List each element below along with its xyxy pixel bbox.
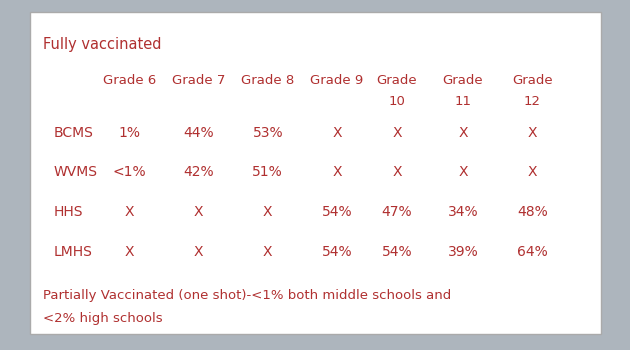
Text: Grade 8: Grade 8 [241, 74, 294, 87]
Text: X: X [332, 164, 342, 178]
Text: <2% high schools: <2% high schools [43, 312, 163, 325]
Text: 12: 12 [524, 95, 541, 108]
Text: 51%: 51% [253, 164, 283, 178]
Text: 64%: 64% [517, 245, 547, 259]
Text: 44%: 44% [183, 126, 214, 140]
Text: 10: 10 [389, 95, 405, 108]
Text: HHS: HHS [54, 205, 83, 219]
Text: <1%: <1% [112, 164, 146, 178]
Text: X: X [263, 245, 273, 259]
Text: X: X [193, 205, 203, 219]
Text: Grade: Grade [443, 74, 483, 87]
Text: 42%: 42% [183, 164, 214, 178]
Text: X: X [527, 126, 537, 140]
Text: 39%: 39% [448, 245, 478, 259]
Text: X: X [392, 164, 402, 178]
Text: 11: 11 [455, 95, 471, 108]
Text: X: X [332, 126, 342, 140]
Text: 53%: 53% [253, 126, 283, 140]
Text: X: X [458, 164, 468, 178]
Text: BCMS: BCMS [54, 126, 93, 140]
Text: Grade 6: Grade 6 [103, 74, 156, 87]
Text: Grade 7: Grade 7 [172, 74, 225, 87]
Text: X: X [392, 126, 402, 140]
Text: X: X [124, 205, 134, 219]
Text: 54%: 54% [322, 245, 352, 259]
Text: 34%: 34% [448, 205, 478, 219]
Text: X: X [527, 164, 537, 178]
Text: 54%: 54% [322, 205, 352, 219]
Text: Grade 9: Grade 9 [311, 74, 364, 87]
Text: 47%: 47% [382, 205, 412, 219]
Text: 1%: 1% [118, 126, 140, 140]
Text: X: X [124, 245, 134, 259]
Text: Grade: Grade [512, 74, 553, 87]
Text: WVMS: WVMS [54, 164, 98, 178]
Text: Partially Vaccinated (one shot)-<1% both middle schools and: Partially Vaccinated (one shot)-<1% both… [43, 289, 451, 302]
Text: 48%: 48% [517, 205, 547, 219]
Text: X: X [458, 126, 468, 140]
Text: Fully vaccinated: Fully vaccinated [43, 37, 161, 52]
Text: X: X [193, 245, 203, 259]
Text: Grade: Grade [377, 74, 417, 87]
Text: X: X [263, 205, 273, 219]
Text: LMHS: LMHS [54, 245, 93, 259]
Text: 54%: 54% [382, 245, 412, 259]
